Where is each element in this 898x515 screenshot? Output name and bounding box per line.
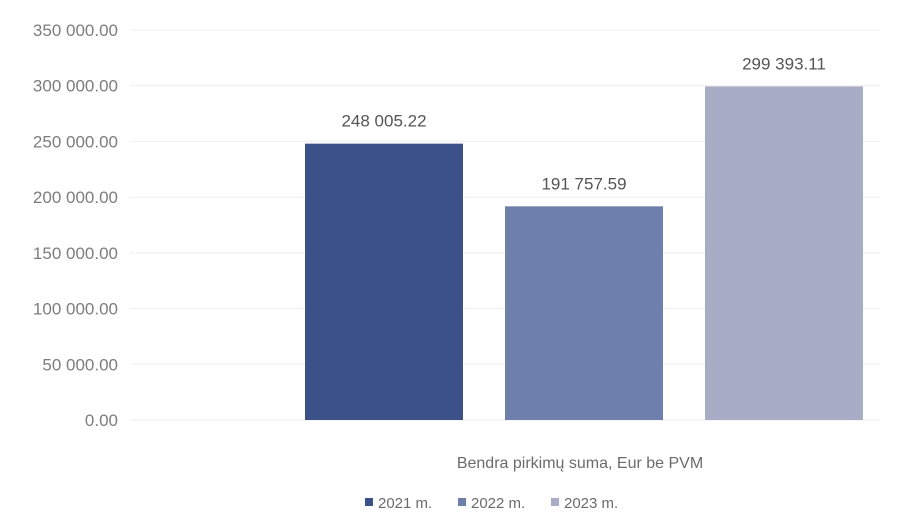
data-label: 248 005.22 bbox=[341, 112, 426, 131]
y-tick-label: 150 000.00 bbox=[33, 244, 118, 263]
y-tick-label: 250 000.00 bbox=[33, 132, 118, 151]
bar bbox=[505, 206, 663, 420]
bar bbox=[705, 86, 863, 420]
legend-swatch bbox=[458, 498, 466, 506]
legend-label: 2021 m. bbox=[378, 495, 432, 512]
y-tick-label: 350 000.00 bbox=[33, 21, 118, 40]
y-tick-label: 0.00 bbox=[85, 411, 118, 430]
y-axis-tick-labels: 0.00 50 000.00 100 000.00 150 000.00 200 000… bbox=[33, 21, 118, 430]
x-axis-label: Bendra pirkimų suma, Eur be PVM bbox=[457, 455, 703, 472]
legend-label: 2022 m. bbox=[471, 495, 525, 512]
data-labels: 248 005.22 191 757.59 299 393.11 bbox=[341, 54, 825, 193]
bar bbox=[305, 143, 463, 421]
y-tick-label: 200 000.00 bbox=[33, 188, 118, 207]
y-tick-label: 300 000.00 bbox=[33, 77, 118, 96]
legend-label: 2023 m. bbox=[564, 495, 618, 512]
bars bbox=[305, 86, 863, 421]
y-tick-label: 50 000.00 bbox=[42, 355, 118, 374]
legend-swatch bbox=[551, 498, 559, 506]
legend-swatch bbox=[365, 498, 373, 506]
legend: 2021 m. 2022 m. 2023 m. bbox=[365, 495, 618, 512]
data-label: 299 393.11 bbox=[742, 54, 826, 73]
data-label: 191 757.59 bbox=[541, 174, 626, 193]
y-tick-label: 100 000.00 bbox=[33, 300, 118, 319]
